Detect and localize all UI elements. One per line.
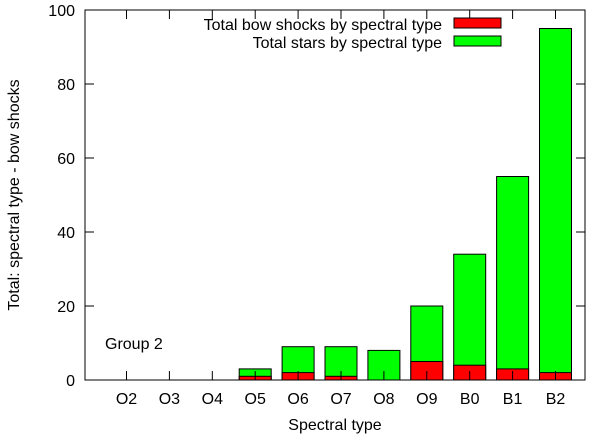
legend-label-bow-shocks: Total bow shocks by spectral type: [204, 17, 442, 34]
legend: Total bow shocks by spectral type Total …: [204, 17, 502, 52]
x-tick-label-o3: O3: [159, 391, 180, 408]
y-tick-label-60: 60: [57, 151, 75, 168]
x-tick-label-o7: O7: [330, 391, 351, 408]
bar-total-stars-by-spectral-type-b0: [453, 253, 487, 381]
ticks-layer: [85, 9, 585, 381]
bars-layer: [238, 28, 572, 381]
bar-total-stars-by-spectral-type-b2: [539, 28, 572, 381]
x-tick-label-b1: B1: [503, 391, 523, 408]
x-tick-label-o2: O2: [116, 391, 137, 408]
x-tick-label-b0: B0: [460, 391, 480, 408]
x-tick-label-o9: O9: [416, 391, 437, 408]
y-tick-label-0: 0: [66, 373, 75, 390]
x-tick-label-b2: B2: [546, 391, 566, 408]
y-tick-label-80: 80: [57, 77, 75, 94]
group-annotation: Group 2: [105, 336, 163, 353]
legend-label-stars: Total stars by spectral type: [253, 35, 443, 52]
y-axis-title: Total: spectral type - bow shocks: [6, 79, 23, 310]
labels-layer: 0 20 40 60 80 100 O2 O3 O4 O5 O6 O7 O8 O9 B0 B1 B2: [48, 3, 565, 408]
x-tick-label-o6: O6: [287, 391, 308, 408]
x-tick-label-o8: O8: [373, 391, 394, 408]
y-tick-label-20: 20: [57, 299, 75, 316]
x-tick-label-o5: O5: [245, 391, 266, 408]
y-tick-label-100: 100: [48, 3, 75, 20]
bar-total-stars-by-spectral-type-b1: [496, 176, 530, 381]
x-axis-title: Spectral type: [288, 417, 381, 434]
x-tick-label-o4: O4: [202, 391, 223, 408]
plot-frame: [84, 9, 586, 381]
legend-swatch-bow-shocks: [453, 17, 502, 29]
legend-swatch-stars: [453, 35, 502, 47]
y-tick-label-40: 40: [57, 225, 75, 242]
